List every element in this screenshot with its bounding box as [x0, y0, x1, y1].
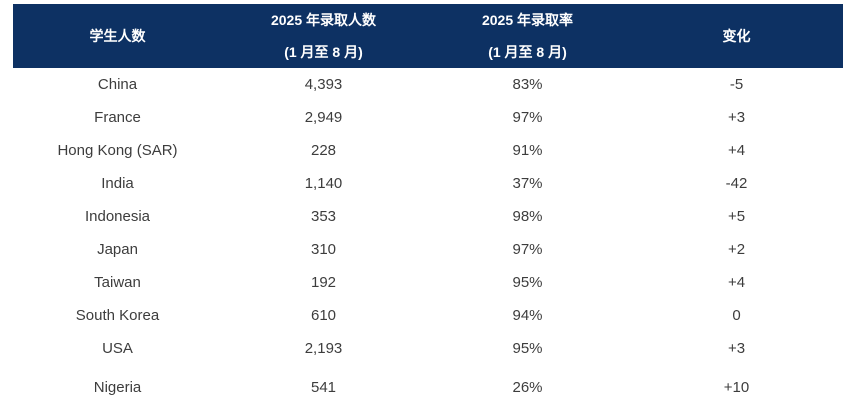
- change-cell: +3: [727, 340, 746, 357]
- change-cell: +4: [727, 274, 746, 291]
- header-change: 变化: [630, 4, 843, 68]
- country-cell: Indonesia: [84, 208, 151, 225]
- change-cell: -5: [729, 76, 744, 93]
- table-row: China 4,393 83% -5: [13, 68, 843, 101]
- country-cell: China: [97, 76, 138, 93]
- header-admitted-line2: (1 月至 8 月): [284, 44, 363, 60]
- admitted-count-cell: 4,393: [304, 76, 343, 93]
- table-row: France 2,949 97% +3: [13, 101, 843, 134]
- admitted-count-cell: 1,140: [304, 175, 343, 192]
- country-cell: South Korea: [75, 307, 160, 324]
- change-cell: +10: [723, 378, 750, 396]
- admission-rate-cell: 37%: [512, 175, 543, 192]
- header-admitted-2025: 2025 年录取人数 (1 月至 8 月): [222, 4, 425, 68]
- admitted-count-cell: 310: [310, 241, 337, 258]
- admitted-count-cell: 2,193: [304, 340, 343, 357]
- table-row: India 1,140 37% -42: [13, 167, 843, 200]
- admitted-count-cell: 353: [310, 208, 337, 225]
- table-row: Indonesia 353 98% +5: [13, 200, 843, 233]
- table-row: Hong Kong (SAR) 228 91% +4: [13, 134, 843, 167]
- admission-rate-cell: 91%: [512, 142, 543, 159]
- header-change-label: 变化: [722, 28, 751, 44]
- country-cell: Japan: [97, 241, 138, 258]
- country-cell: Hong Kong (SAR): [57, 142, 178, 159]
- country-cell: USA: [102, 340, 133, 357]
- admission-rate-cell: 95%: [512, 340, 543, 357]
- header-rate-line2: (1 月至 8 月): [488, 44, 567, 60]
- admitted-count-cell: 541: [310, 378, 337, 396]
- table-header: 学生人数 2025 年录取人数 (1 月至 8 月) 2025 年录取率 (1 …: [13, 4, 843, 68]
- header-students-label: 学生人数: [89, 28, 146, 44]
- admitted-count-cell: 610: [310, 307, 337, 324]
- table-row: South Korea 610 94% 0: [13, 299, 843, 332]
- country-cell: Taiwan: [94, 274, 141, 291]
- admission-rate-cell: 97%: [512, 241, 543, 258]
- table-row: USA 2,193 95% +3: [13, 332, 843, 365]
- change-cell: -42: [725, 175, 748, 192]
- header-rate-2025: 2025 年录取率 (1 月至 8 月): [425, 4, 630, 68]
- admission-rate-cell: 95%: [512, 274, 543, 291]
- admitted-count-cell: 192: [310, 274, 337, 291]
- table-body: China 4,393 83% -5 France 2,949 97% +3 H…: [13, 68, 843, 409]
- change-cell: +4: [727, 142, 746, 159]
- admission-rate-cell: 94%: [512, 307, 543, 324]
- admission-rate-cell: 83%: [512, 76, 543, 93]
- change-cell: +2: [727, 241, 746, 258]
- table-row: Taiwan 192 95% +4: [13, 266, 843, 299]
- country-cell: Nigeria: [93, 378, 142, 396]
- admission-rate-cell: 97%: [512, 109, 543, 126]
- admitted-count-cell: 2,949: [304, 109, 343, 126]
- table-row: Nigeria 541 26% +10: [13, 365, 843, 409]
- admission-rate-cell: 26%: [512, 378, 543, 396]
- table-row: Japan 310 97% +2: [13, 233, 843, 266]
- header-admitted-line1: 2025 年录取人数: [270, 12, 377, 28]
- change-cell: +5: [727, 208, 746, 225]
- country-cell: France: [94, 109, 141, 126]
- change-cell: +3: [727, 109, 746, 126]
- header-rate-line1: 2025 年录取率: [481, 12, 574, 28]
- country-cell: India: [101, 175, 134, 192]
- admitted-count-cell: 228: [310, 142, 337, 159]
- admission-rate-cell: 98%: [512, 208, 543, 225]
- admissions-table: 学生人数 2025 年录取人数 (1 月至 8 月) 2025 年录取率 (1 …: [13, 4, 843, 409]
- change-cell: 0: [732, 307, 741, 324]
- header-students: 学生人数: [13, 4, 222, 68]
